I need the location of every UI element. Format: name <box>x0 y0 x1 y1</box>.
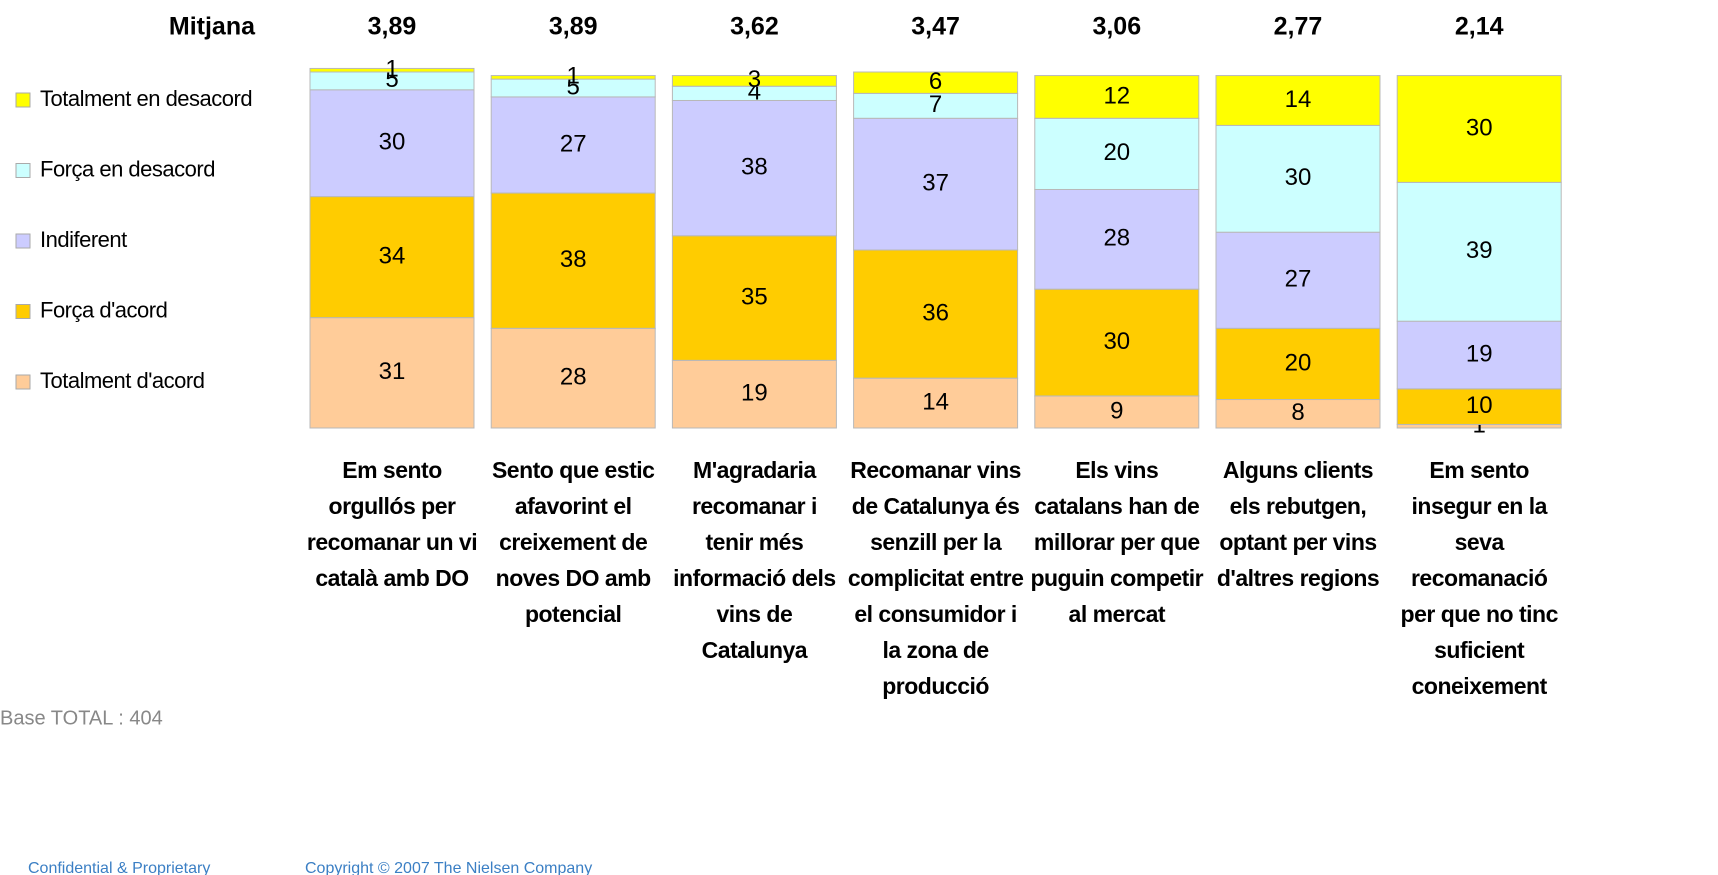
bar-segment <box>1034 75 1200 119</box>
data-label: 9 <box>1110 397 1123 424</box>
data-label: 30 <box>379 129 406 156</box>
data-label: 27 <box>560 130 587 157</box>
bar-segment <box>853 92 1019 119</box>
legend-swatch <box>15 374 31 390</box>
data-label: 5 <box>385 66 398 93</box>
data-label: 30 <box>1103 328 1130 355</box>
data-label: 38 <box>741 153 768 180</box>
category-label: Sento que estic afavorint el creixement … <box>491 457 655 627</box>
data-label: 37 <box>922 169 949 196</box>
bar-segment <box>1215 399 1381 429</box>
legend-label: Indiferent <box>40 227 127 252</box>
legend-swatch <box>15 304 31 319</box>
data-label: 19 <box>1466 340 1493 367</box>
data-label: 39 <box>1466 237 1493 264</box>
bar-segment <box>853 117 1019 251</box>
bar-segment <box>1034 188 1200 290</box>
data-label: 8 <box>1291 399 1304 426</box>
legend-label: Força d'acord <box>40 297 167 322</box>
data-label: 5 <box>567 73 580 100</box>
bar-segment <box>853 377 1019 429</box>
bar-segment <box>490 192 656 329</box>
means-label: Mitjana <box>169 13 256 41</box>
bar-segment <box>490 75 656 80</box>
data-label: 31 <box>379 358 406 385</box>
data-label: 1 <box>567 63 580 90</box>
bar-segment <box>1034 395 1200 429</box>
bar-segment <box>490 96 656 194</box>
legend-swatch <box>15 92 31 108</box>
data-label: 20 <box>1285 349 1312 376</box>
category-label: Recomanar vins de Catalunya és senzill p… <box>847 457 1024 699</box>
legend-label: Força en desacord <box>40 156 215 181</box>
legend-label: Totalment en desacord <box>40 86 252 111</box>
data-label: 36 <box>922 299 949 326</box>
data-label: 14 <box>1285 86 1312 113</box>
bar-segment <box>309 196 475 319</box>
data-label: 30 <box>1285 164 1312 191</box>
bar-segment <box>1396 75 1562 183</box>
data-label: 27 <box>1285 266 1312 293</box>
bar-segment <box>490 327 656 429</box>
bar-segment <box>1215 231 1381 329</box>
data-label: 28 <box>560 364 587 391</box>
category-label: Els vins catalans han de millorar per qu… <box>1030 457 1204 627</box>
data-label: 1 <box>385 56 398 83</box>
bar-segment <box>1215 327 1381 401</box>
legend-label: Totalment d'acord <box>40 368 204 393</box>
base-note: Base TOTAL : 404 <box>0 707 163 729</box>
data-label: 38 <box>560 246 587 273</box>
footer-right: Copyright © 2007 The Nielsen Company <box>305 860 592 875</box>
legend-swatch <box>15 233 31 249</box>
bar-segment <box>671 75 837 87</box>
mean-label: 3,89 <box>368 13 417 41</box>
data-label: 20 <box>1103 139 1130 166</box>
data-label: 10 <box>1466 392 1493 419</box>
mean-label: 3,89 <box>549 13 598 41</box>
category-label: Em sento insegur en la seva recomanació … <box>1400 457 1559 699</box>
data-label: 14 <box>922 388 949 415</box>
data-label: 34 <box>379 242 406 269</box>
bar-segment <box>1396 181 1562 322</box>
bar-segment <box>671 99 837 237</box>
data-label: 6 <box>929 68 942 95</box>
category-label: Em sento orgullós per recomanar un vi ca… <box>306 457 478 591</box>
mean-label: 2,14 <box>1455 13 1504 41</box>
bar-segment <box>1034 117 1200 190</box>
bar-segment <box>1396 320 1562 390</box>
mean-label: 3,06 <box>1092 13 1141 41</box>
mean-label: 3,47 <box>911 13 960 41</box>
category-label: M'agradaria recomanar i tenir més inform… <box>673 457 836 663</box>
bar-segment <box>671 359 837 429</box>
bar-segment <box>1215 124 1381 233</box>
bar-segment <box>1396 388 1562 425</box>
data-label: 19 <box>741 380 768 407</box>
bar-segment <box>309 317 475 429</box>
mean-label: 2,77 <box>1274 13 1323 41</box>
data-label: 7 <box>929 91 942 118</box>
mean-label: 3,62 <box>730 13 779 41</box>
data-label: 12 <box>1103 82 1130 109</box>
data-label: 28 <box>1103 225 1130 252</box>
category-label: Alguns clients els rebutgen, optant per … <box>1216 457 1380 591</box>
legend-swatch <box>15 163 31 178</box>
data-label: 35 <box>741 283 768 310</box>
bar-segment <box>853 71 1019 94</box>
data-label: 30 <box>1466 114 1493 141</box>
bar-segment <box>853 249 1019 379</box>
bar-segment <box>309 67 475 73</box>
bar-segment <box>1034 288 1200 397</box>
data-label: 3 <box>748 66 761 93</box>
footer-left: Confidential & Proprietary <box>28 860 210 875</box>
bar-segment <box>1215 75 1381 126</box>
